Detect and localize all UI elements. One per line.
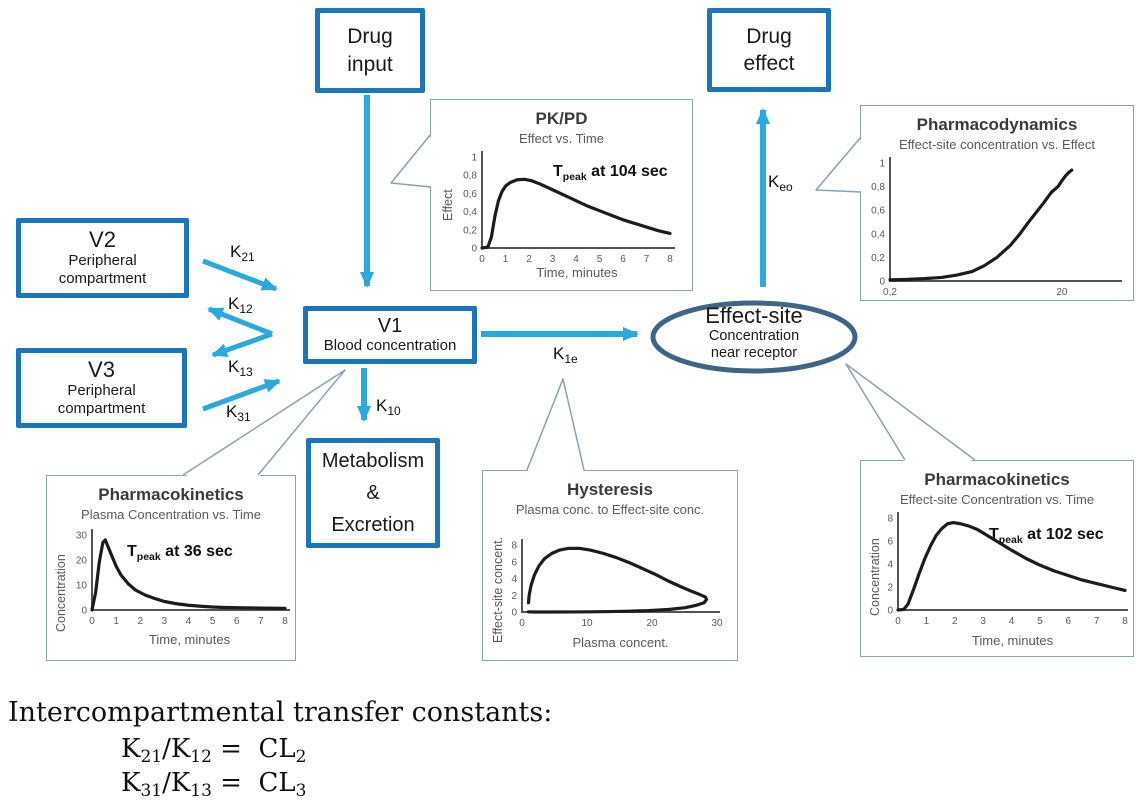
k12-label: K12 — [228, 294, 253, 316]
effect-site-sub: Concentration — [708, 328, 800, 345]
drug-effect-box: Drug effect — [707, 8, 831, 92]
k1e-label: K1e — [553, 344, 578, 366]
box-title: V3 — [88, 356, 115, 382]
effect-site-sub: near receptor — [710, 344, 798, 361]
hysteresis-callout-tail — [527, 379, 584, 473]
chart-title: PK/PD — [535, 109, 588, 128]
formula-subscript: 21 — [140, 747, 163, 767]
drug-input-box: Drug input — [315, 8, 425, 93]
tpeak-annotation: Tpeak at 102 sec — [989, 526, 1104, 546]
cl3-formula: K31/K13 = CL3 — [121, 768, 306, 801]
box-label: Drug — [347, 25, 393, 49]
chart-title: Pharmacokinetics — [98, 485, 244, 504]
box-label: Drug — [746, 24, 792, 48]
chart-title: Pharmacokinetics — [924, 470, 1070, 489]
y-axis-label: Concentration — [868, 538, 882, 616]
box-label: Blood concentration — [323, 337, 457, 354]
formula-text: K — [121, 768, 141, 798]
formula-text: K — [121, 734, 141, 764]
pk-plasma-chart-panel: Pharmacokinetics Plasma Concentration vs… — [46, 475, 296, 661]
y-axis-label: Effect — [441, 189, 455, 221]
y-axis-label: Concentration — [54, 554, 68, 632]
box-label: Excretion — [331, 514, 415, 536]
pk-effectsite-chart-panel: Pharmacokinetics Effect-site Concentrati… — [860, 460, 1134, 657]
pkpd-callout-tail — [391, 134, 433, 187]
box-label: Metabolism — [321, 450, 425, 472]
k31-label: K31 — [226, 402, 251, 424]
chart-title: Hysteresis — [566, 480, 653, 499]
k13-arrow — [211, 331, 273, 358]
x-axis-label: Time, minutes — [536, 265, 618, 280]
effect-site-label: Effect-site Concentration near receptor — [664, 303, 844, 362]
chart-subtitle: Plasma Concentration vs. Time — [81, 507, 261, 522]
box-label: input — [347, 52, 393, 76]
tpeak-annotation: Tpeak at 36 sec — [127, 543, 233, 563]
k21-arrow — [202, 258, 278, 292]
cl2-formula: K21/K12 = CL2 — [121, 734, 306, 767]
tpeak-annotation: Tpeak at 104 sec — [553, 163, 668, 183]
x-axis-label: Plasma concent. — [572, 635, 669, 650]
pd-callout-tail — [816, 137, 863, 192]
formula-subscript: 12 — [190, 747, 212, 767]
k21-label: K21 — [230, 242, 255, 264]
x-axis-label: Time, minutes — [971, 633, 1054, 648]
box-label: Peripheral — [67, 382, 136, 400]
formula-text: = CL — [211, 768, 296, 798]
box-title: V1 — [377, 315, 403, 337]
chart-subtitle: Plasma conc. to Effect-site conc. — [515, 502, 705, 517]
keo-label: Keo — [768, 172, 793, 194]
chart-subtitle: Effect-site concentration vs. Effect — [898, 137, 1096, 152]
formula-subscript: 3 — [295, 781, 307, 801]
chart-subtitle: Effect-site Concentration vs. Time — [899, 492, 1095, 507]
metabolism-excretion-box: Metabolism & Excretion — [306, 438, 440, 548]
box-label: compartment — [57, 400, 146, 418]
footer-heading: Intercompartmental transfer constants: — [8, 697, 553, 728]
formula-subscript: 13 — [190, 781, 212, 801]
formula-subscript: 31 — [140, 781, 163, 801]
formula-text: /K — [162, 768, 191, 798]
pkpd-chart-panel: PK/PD Effect vs. Time Tpeak at 104 sec E… — [430, 99, 693, 291]
k10-label: K10 — [376, 396, 401, 418]
y-axis-label: Effect-site concent. — [491, 536, 505, 644]
x-axis-label: Time, minutes — [148, 632, 231, 647]
v2-compartment-box: V2 Peripheral compartment — [16, 218, 189, 298]
pk-effectsite-callout-tail — [846, 364, 975, 463]
formula-text: /K — [162, 734, 191, 764]
formula-subscript: 2 — [295, 747, 307, 767]
hysteresis-chart-panel: Hysteresis Plasma conc. to Effect-site c… — [482, 470, 738, 661]
formula-text: = CL — [211, 734, 296, 764]
v1-blood-box: V1 Blood concentration — [303, 306, 477, 364]
v3-compartment-box: V3 Peripheral compartment — [16, 348, 187, 428]
k13-label: K13 — [228, 357, 253, 379]
box-title: V2 — [89, 226, 116, 252]
box-label: compartment — [58, 270, 147, 288]
pharmacodynamics-chart-panel: Pharmacodynamics Effect-site concentrati… — [860, 105, 1134, 301]
chart-title: Pharmacodynamics — [916, 115, 1078, 134]
effect-site-title: Effect-site — [705, 303, 803, 328]
box-label: Peripheral — [68, 252, 137, 270]
chart-subtitle: Effect vs. Time — [518, 131, 604, 146]
box-label: & — [366, 482, 380, 504]
box-label: effect — [743, 52, 795, 75]
